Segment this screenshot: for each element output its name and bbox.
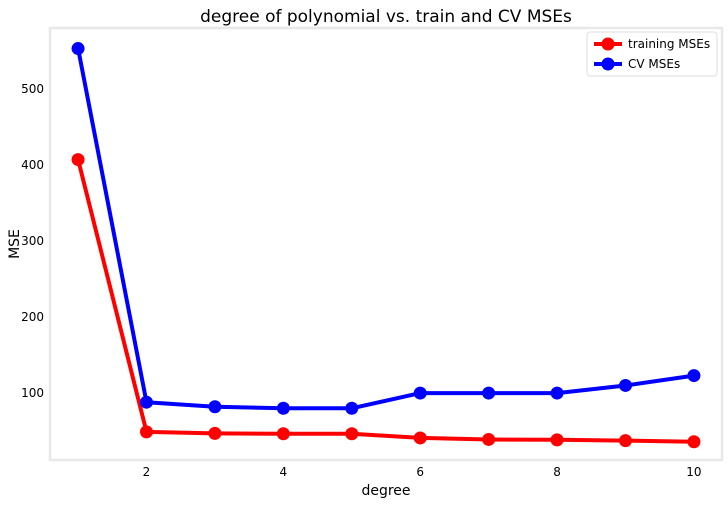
data-point	[619, 434, 633, 448]
data-point	[482, 386, 496, 400]
x-tick-label: 4	[280, 465, 288, 479]
series-cv-mses	[71, 42, 701, 415]
data-point	[208, 426, 222, 440]
data-point	[71, 42, 85, 56]
data-point	[413, 431, 427, 445]
y-tick-label: 100	[21, 386, 44, 400]
data-point	[687, 369, 701, 383]
legend: training MSEs CV MSEs	[586, 31, 718, 77]
x-tick-label: 2	[143, 465, 151, 479]
series-training-mses	[71, 153, 701, 449]
data-point	[550, 386, 564, 400]
y-axis-ticks: 100 200 300 400 500	[21, 82, 44, 400]
data-point	[482, 432, 496, 446]
legend-label: training MSEs	[628, 37, 710, 51]
data-point	[71, 153, 85, 167]
y-tick-label: 400	[21, 158, 44, 172]
y-tick-label: 300	[21, 234, 44, 248]
x-tick-label: 8	[553, 465, 561, 479]
data-point	[276, 401, 290, 415]
x-tick-label: 10	[686, 465, 701, 479]
chart-title: degree of polynomial vs. train and CV MS…	[200, 7, 572, 27]
series-layer	[71, 42, 701, 449]
plot-area	[48, 26, 724, 462]
data-point	[345, 401, 359, 415]
data-point	[550, 433, 564, 447]
data-point	[276, 427, 290, 441]
data-point	[687, 435, 701, 449]
data-point	[345, 427, 359, 441]
y-axis-label: MSE	[7, 229, 23, 259]
legend-marker	[601, 57, 615, 71]
data-point	[139, 395, 153, 409]
data-point	[139, 425, 153, 439]
data-point	[619, 378, 633, 392]
x-axis-ticks: 2 4 6 8 10	[143, 465, 702, 479]
x-tick-label: 6	[416, 465, 424, 479]
y-tick-label: 200	[21, 310, 44, 324]
x-axis-label: degree	[361, 483, 410, 499]
series-line	[76, 46, 696, 411]
data-point	[208, 400, 222, 414]
y-tick-label: 500	[21, 82, 44, 96]
data-point	[413, 386, 427, 400]
legend-marker	[601, 37, 615, 51]
legend-label: CV MSEs	[628, 57, 680, 71]
series-line	[76, 157, 696, 444]
